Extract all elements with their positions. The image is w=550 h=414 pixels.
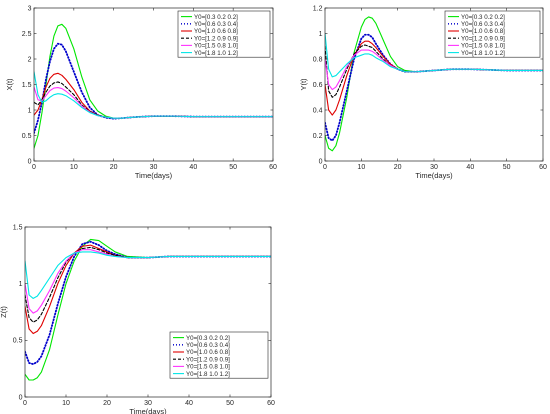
y-axis-label: Z(t) — [0, 306, 8, 318]
legend-label-6: Y0=[1.8 1.0 1.2] — [186, 371, 230, 378]
y-tick-label: 0.2 — [313, 133, 323, 140]
y-tick-label: 1.2 — [313, 5, 323, 12]
y-tick-label: 0 — [28, 158, 32, 165]
y-axis-label: X(t) — [5, 78, 14, 91]
x-tick-label: 60 — [267, 400, 275, 407]
legend-label-4: Y0=[1.2 0.9 0.9] — [194, 35, 238, 42]
legend-label-5: Y0=[1.5 0.8 1.0] — [194, 43, 238, 50]
legend-label-2: Y0=[0.6 0.3 0.4] — [194, 21, 238, 28]
x-tick-label: 40 — [185, 400, 193, 407]
y-tick-label: 0.6 — [313, 82, 323, 89]
y-tick-label: 0.4 — [313, 107, 323, 114]
x-tick-label: 30 — [430, 164, 438, 171]
x-tick-label: 0 — [23, 400, 27, 407]
x-tick-label: 30 — [150, 164, 158, 171]
x-axis-label: Time(days) — [129, 407, 167, 414]
x-tick-label: 40 — [189, 164, 197, 171]
legend-label-3: Y0=[1.0 0.6 0.8] — [194, 28, 238, 35]
x-tick-label: 50 — [503, 164, 511, 171]
y-tick-label: 1 — [319, 31, 323, 38]
y-tick-label: 1 — [19, 281, 23, 288]
x-tick-label: 20 — [394, 164, 402, 171]
y-tick-label: 0.5 — [22, 133, 32, 140]
x-tick-label: 0 — [32, 164, 36, 171]
legend-label-3: Y0=[1.0 0.6 0.8] — [461, 28, 505, 35]
y-tick-label: 0 — [319, 158, 323, 165]
x-tick-label: 50 — [229, 164, 237, 171]
x-axis-label: Time(days) — [135, 171, 173, 180]
x-tick-label: 60 — [539, 164, 547, 171]
x-tick-label: 10 — [357, 164, 365, 171]
x-tick-label: 40 — [466, 164, 474, 171]
x-axis-label: Time(days) — [415, 171, 453, 180]
legend-label-3: Y0=[1.0 0.6 0.8] — [186, 349, 230, 356]
legend-label-4: Y0=[1.2 0.9 0.9] — [186, 356, 230, 363]
legend-label-4: Y0=[1.2 0.9 0.9] — [461, 35, 505, 42]
x-tick-label: 0 — [323, 164, 327, 171]
y-tick-label: 1.5 — [13, 224, 23, 231]
x-tick-label: 20 — [110, 164, 118, 171]
x-tick-label: 10 — [62, 400, 70, 407]
legend-label-6: Y0=[1.8 1.0 1.2] — [194, 50, 238, 57]
legend: Y0=[0.3 0.2 0.2]Y0=[0.6 0.3 0.4]Y0=[1.0 … — [178, 11, 270, 57]
y-tick-label: 0 — [19, 394, 23, 401]
legend-label-2: Y0=[0.6 0.3 0.4] — [461, 21, 505, 28]
legend-label-5: Y0=[1.5 0.8 1.0] — [186, 364, 230, 371]
legend: Y0=[0.3 0.2 0.2]Y0=[0.6 0.3 0.4]Y0=[1.0 … — [445, 11, 540, 57]
x-tick-label: 30 — [144, 400, 152, 407]
y-tick-label: 0.5 — [13, 338, 23, 345]
y-axis-label: Y(t) — [299, 78, 308, 91]
y-tick-label: 1 — [28, 107, 32, 114]
y-tick-label: 2 — [28, 56, 32, 63]
legend-label-5: Y0=[1.5 0.8 1.0] — [461, 43, 505, 50]
legend-label-6: Y0=[1.8 1.0 1.2] — [461, 50, 505, 57]
x-tick-label: 10 — [70, 164, 78, 171]
y-tick-label: 3 — [28, 5, 32, 12]
x-tick-label: 50 — [226, 400, 234, 407]
x-tick-label: 60 — [269, 164, 277, 171]
y-tick-label: 0.8 — [313, 56, 323, 63]
y-tick-label: 1.5 — [22, 82, 32, 89]
legend-label-1: Y0=[0.3 0.2 0.2] — [461, 14, 505, 21]
y-tick-label: 2.5 — [22, 31, 32, 38]
legend-label-1: Y0=[0.3 0.2 0.2] — [186, 335, 230, 342]
legend-label-2: Y0=[0.6 0.3 0.4] — [186, 342, 230, 349]
legend-label-1: Y0=[0.3 0.2 0.2] — [194, 14, 238, 21]
x-tick-label: 20 — [103, 400, 111, 407]
legend: Y0=[0.3 0.2 0.2]Y0=[0.6 0.3 0.4]Y0=[1.0 … — [170, 332, 268, 378]
